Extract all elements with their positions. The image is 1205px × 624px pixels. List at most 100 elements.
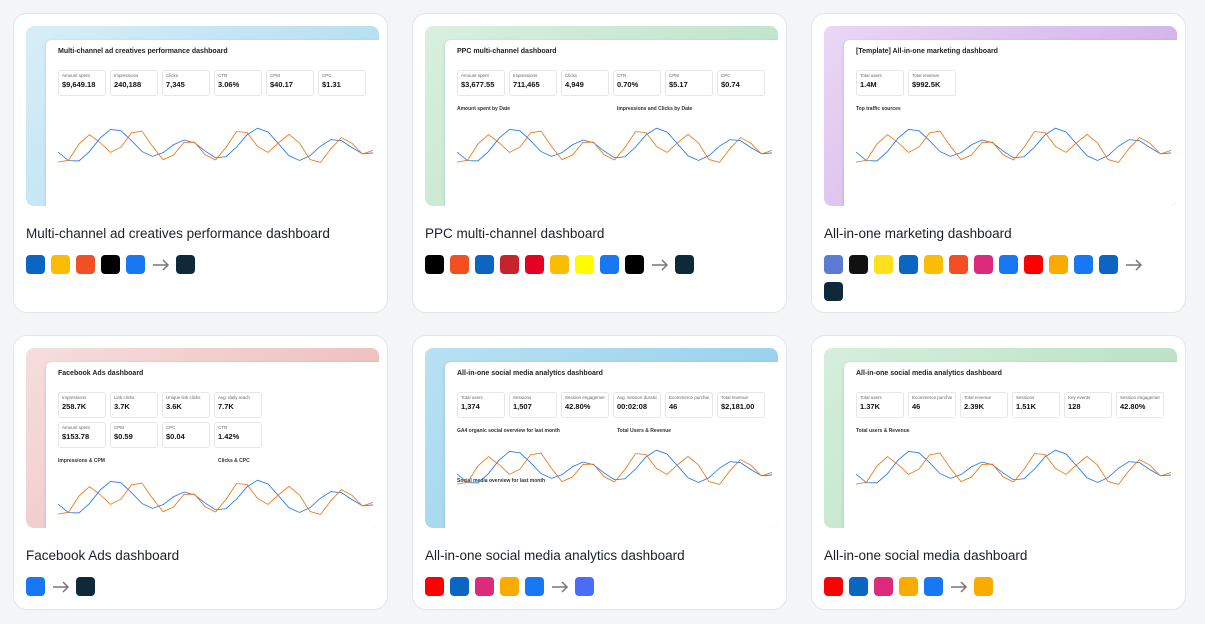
kpi-value: 00:02:08 [617, 402, 648, 411]
thumbnail: PPC multi-channel dashboard Amount spent $… [425, 26, 778, 206]
platform-icon [450, 577, 469, 596]
kpi-value: $1.31 [322, 80, 341, 89]
template-card[interactable]: All-in-one social media analytics dashbo… [412, 335, 787, 610]
preview-panel: All-in-one social media analytics dashbo… [844, 362, 1177, 528]
template-card[interactable]: [Template] All-in-one marketing dashboar… [811, 13, 1186, 313]
chart-line [457, 452, 773, 485]
kpi-label: Total revenue [964, 395, 992, 400]
kpi-value: $153.78 [62, 432, 90, 441]
platform-icon [824, 577, 843, 596]
card-title: PPC multi-channel dashboard [425, 226, 605, 241]
platform-icon [625, 255, 644, 274]
kpi-value: 7,345 [166, 80, 185, 89]
platform-icon [575, 577, 594, 596]
kpi-value: 1,507 [513, 402, 532, 411]
kpi-label: Total users [860, 395, 882, 400]
card-title: All-in-one social media dashboard [824, 548, 1028, 563]
kpi-value: 46 [669, 402, 678, 411]
chart-line [58, 482, 374, 515]
mini-chart [856, 449, 1172, 485]
kpi-label: Avg. daily reach [218, 395, 250, 400]
kpi-box: Link clicks 3.7K [110, 392, 158, 418]
kpi-box: Session engagement rate 42.80% [561, 392, 609, 418]
platform-icon [899, 255, 918, 274]
kpi-label: CPM [669, 73, 679, 78]
chart-line [58, 127, 374, 162]
kpi-label: Clicks [565, 73, 577, 78]
kpi-label: Link clicks [114, 395, 135, 400]
kpi-label: Ecommerce purchases [912, 395, 952, 400]
platform-icon [176, 255, 195, 274]
kpi-label: CPM [114, 425, 124, 430]
template-card[interactable]: All-in-one social media analytics dashbo… [811, 335, 1186, 610]
kpi-label: Sessions [513, 395, 532, 400]
thumbnail: All-in-one social media analytics dashbo… [824, 348, 1177, 528]
integration-icons [26, 577, 95, 596]
platform-icon [525, 577, 544, 596]
platform-icon [550, 255, 569, 274]
kpi-value: 3.06% [218, 80, 240, 89]
kpi-value: $3,677.55 [461, 80, 495, 89]
panel-title: Social media overview for last month [457, 478, 546, 484]
mini-chart [58, 127, 374, 163]
kpi-box: Total revenue $2,181.00 [717, 392, 765, 418]
platform-icon [500, 577, 519, 596]
kpi-label: Amount spent [62, 73, 90, 78]
panel-title: Total users & Revenue [856, 428, 910, 434]
chart-line [856, 449, 1172, 484]
kpi-value: $0.04 [166, 432, 185, 441]
kpi-label: Total users [860, 73, 882, 78]
platform-icon [1099, 255, 1118, 274]
card-title: Multi-channel ad creatives performance d… [26, 226, 330, 241]
panel-title: Clicks & CPC [218, 458, 250, 464]
panel-title: Total Users & Revenue [617, 428, 672, 434]
platform-icon [899, 577, 918, 596]
chart-line [457, 127, 773, 162]
thumbnail: [Template] All-in-one marketing dashboar… [824, 26, 1177, 206]
panel-title: Impressions & CPM [58, 458, 105, 464]
chart-line [457, 130, 773, 163]
chart-line [457, 449, 773, 484]
kpi-label: Total users [461, 395, 483, 400]
integration-icons [425, 577, 594, 596]
kpi-value: 1.51K [1016, 402, 1037, 411]
arrow-icon [53, 581, 70, 593]
panel-title: Top traffic sources [856, 106, 901, 112]
chart-line [58, 479, 374, 514]
template-card[interactable]: Facebook Ads dashboard Impressions 258.7K L… [13, 335, 388, 610]
platform-icon [974, 577, 993, 596]
integration-icons [425, 255, 694, 274]
chart-line [856, 127, 1172, 162]
thumbnail: All-in-one social media analytics dashbo… [425, 348, 778, 528]
kpi-box: Clicks 4,949 [561, 70, 609, 96]
preview-heading: All-in-one social media analytics dashbo… [856, 370, 1002, 377]
preview-panel: All-in-one social media analytics dashbo… [445, 362, 778, 528]
preview-panel: Multi-channel ad creatives performance d… [46, 40, 379, 206]
arrow-icon [951, 581, 968, 593]
kpi-box: Total users 1.37K [856, 392, 904, 418]
thumbnail: Facebook Ads dashboard Impressions 258.7K L… [26, 348, 379, 528]
kpi-label: CPC [166, 425, 176, 430]
kpi-box: Ecommerce purchases 46 [665, 392, 713, 418]
template-card[interactable]: Multi-channel ad creatives performance d… [13, 13, 388, 313]
kpi-value: 711,465 [513, 80, 540, 89]
preview-panel: Facebook Ads dashboard Impressions 258.7K L… [46, 362, 379, 528]
kpi-value: 240,188 [114, 80, 142, 89]
kpi-box: CPC $0.74 [717, 70, 765, 96]
kpi-box: CPM $0.59 [110, 422, 158, 448]
kpi-value: 128 [1068, 402, 1081, 411]
kpi-value: $0.59 [114, 432, 133, 441]
preview-heading: Facebook Ads dashboard [58, 370, 144, 377]
platform-icon [1024, 255, 1043, 274]
kpi-label: Session engagement rate [565, 395, 605, 400]
mini-chart [856, 127, 1172, 163]
platform-icon [26, 577, 45, 596]
kpi-box: CPM $40.17 [266, 70, 314, 96]
kpi-label: Amount spent [461, 73, 489, 78]
template-card[interactable]: PPC multi-channel dashboard Amount spent $… [412, 13, 787, 313]
platform-icon [974, 255, 993, 274]
kpi-value: 1,374 [461, 402, 480, 411]
panel-title: Amount spent by Date [457, 106, 511, 112]
platform-icon [999, 255, 1018, 274]
mini-chart [457, 127, 773, 163]
